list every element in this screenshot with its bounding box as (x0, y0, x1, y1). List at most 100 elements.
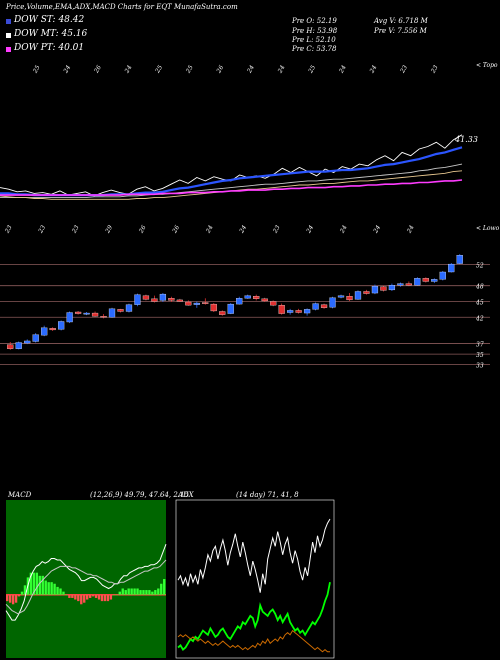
candle-body (414, 278, 421, 286)
macd-histogram-bar (62, 591, 65, 595)
macd-histogram-bar (8, 594, 12, 603)
candle-body (397, 283, 404, 286)
top-tick-label: 24 (276, 64, 286, 75)
candle-body (219, 311, 226, 315)
candle-body (287, 310, 294, 313)
macd-histogram-bar (23, 585, 27, 595)
candle-body (329, 297, 336, 308)
candle-body (176, 299, 183, 302)
top-tick-label: 23 (399, 64, 409, 75)
macd-histogram-bar (127, 588, 130, 595)
top-tick-label: 25 (184, 64, 194, 75)
candle-body (380, 286, 387, 291)
macd-histogram-bar (121, 588, 124, 595)
candle-body (227, 303, 234, 314)
macd-histogram-bar (50, 582, 53, 595)
ema-series-line-0 (0, 134, 463, 197)
candle-body (100, 316, 107, 318)
bottom-tick-label: 23 (3, 224, 13, 235)
macd-histogram-bar (118, 591, 121, 595)
candle-body (15, 342, 22, 349)
candle-body (295, 310, 302, 313)
macd-histogram-bar (106, 594, 110, 602)
macd-histogram-bar (142, 590, 145, 595)
top-tick-label: 23 (429, 64, 439, 75)
candle-body (117, 309, 124, 312)
candle-body (41, 327, 48, 336)
macd-histogram-bar (29, 572, 33, 595)
macd-histogram-bar (97, 594, 101, 600)
macd-histogram-bar (91, 594, 95, 597)
candle-body (134, 294, 141, 305)
macd-histogram-bar (157, 588, 160, 595)
adx-series-line-2 (177, 629, 330, 653)
macd-histogram-bar (41, 575, 44, 595)
adx-series-line-0 (177, 518, 331, 593)
macd-histogram-bar (35, 572, 38, 595)
macd-histogram-bar (94, 594, 98, 598)
candle-body (125, 304, 133, 312)
macd-histogram-bar (103, 594, 107, 602)
macd-histogram-bar (65, 594, 68, 596)
bottom-tick-label: 23 (37, 224, 47, 235)
macd-histogram-bar (17, 594, 21, 597)
macd-histogram-bar (20, 591, 24, 595)
macd-histogram-bar (154, 590, 157, 595)
dow-mt-label: DOW MT: 45.16 (14, 29, 88, 39)
price-tick-label: 35 (476, 352, 484, 359)
macd-histogram-bar (115, 594, 118, 596)
macd-histogram-bar (14, 594, 18, 603)
top-tick-label: 25 (154, 64, 164, 75)
top-tick-label: 24 (123, 64, 133, 75)
price-tick-label: 37 (476, 342, 484, 349)
price-tick-label: 48 (475, 284, 484, 291)
macd-histogram-bar (124, 590, 127, 595)
top-tick-label: 24 (246, 64, 256, 75)
adx-series-line-1 (177, 582, 331, 651)
macd-series-line-1 (5, 559, 167, 615)
macd-histogram-bar (71, 594, 74, 598)
bottom-tick-label: 24 (305, 224, 315, 235)
bottom-tick-label: 23 (70, 224, 80, 235)
top-tick-label: 26 (92, 64, 102, 75)
candle-body (303, 309, 311, 314)
price-tick-label: 52 (476, 263, 484, 270)
macd-histogram-bar (53, 583, 56, 595)
top-tick-label: 25 (31, 64, 41, 75)
chart-title: Price,Volume,EMA,ADX,MACD Charts for EQT… (6, 3, 238, 11)
candle-body (337, 295, 345, 298)
macd-histogram-bar (6, 594, 9, 602)
bottom-tick-label: 24 (204, 224, 214, 235)
candle-body (253, 296, 260, 299)
macd-histogram-bar (112, 594, 116, 596)
candle-body (58, 321, 65, 330)
candle-body (49, 328, 56, 331)
candle-body (320, 304, 328, 308)
price-tick-label: 45 (475, 299, 484, 306)
candle-body (66, 312, 73, 323)
dow-st-swatch (6, 19, 11, 24)
candle-body (159, 293, 167, 301)
candle-body (210, 303, 217, 312)
adx-title: ADX (178, 491, 194, 499)
candle-body (168, 298, 175, 301)
candle-body (151, 298, 158, 302)
bottom-tick-label: 24 (405, 224, 415, 235)
stat-avg-volume: Avg V: 6.718 M (374, 17, 428, 25)
bottom-tick-label: 23 (271, 224, 281, 235)
macd-histogram-bar (130, 588, 133, 595)
stat-pre-open: Pre O: 52.19 (292, 17, 337, 25)
macd-histogram-bar (139, 590, 142, 595)
candle-body (193, 302, 200, 305)
candle-body (74, 311, 82, 314)
candle-body (448, 263, 455, 273)
macd-histogram-bar (47, 582, 50, 595)
candle-body (405, 283, 412, 286)
top-tick-label: 25 (307, 64, 317, 75)
bottom-tick-label: 24 (372, 224, 382, 235)
candle-body (91, 312, 99, 317)
top-right-label: < Topo (476, 62, 498, 69)
macd-title: MACD (8, 491, 32, 499)
macd-histogram-bar (38, 575, 41, 595)
